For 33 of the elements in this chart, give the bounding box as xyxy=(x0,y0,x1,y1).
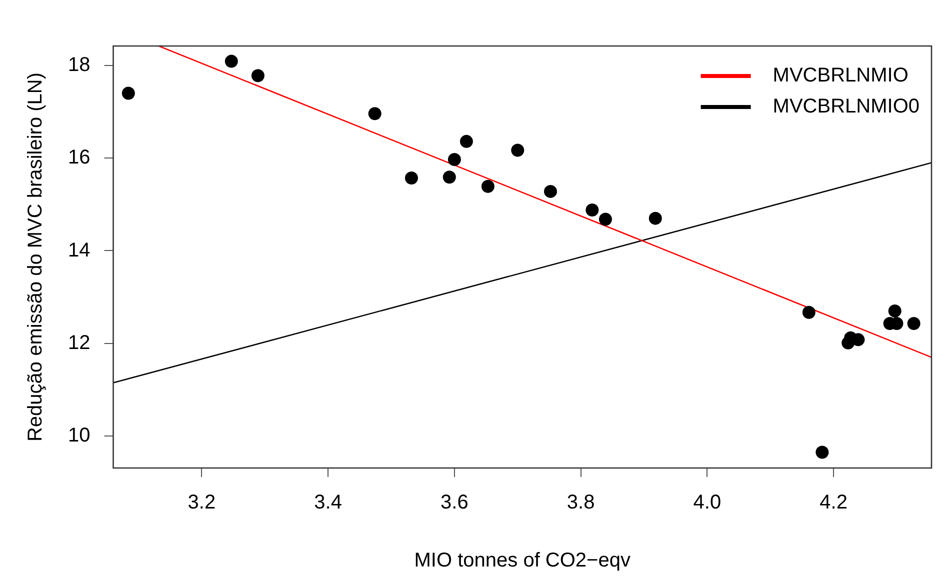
point xyxy=(598,212,612,226)
point xyxy=(481,180,494,193)
y-axis-title: Redução emissão do MVC brasileiro (LN) xyxy=(24,72,47,442)
point xyxy=(368,107,382,120)
point xyxy=(648,212,662,225)
point xyxy=(907,316,920,330)
point xyxy=(586,203,599,216)
x-tick-label: 3.6 xyxy=(440,492,468,514)
x-axis-title: MIO tonnes of CO2−eqv xyxy=(414,550,630,572)
point xyxy=(511,144,524,157)
point xyxy=(404,172,418,185)
point xyxy=(448,152,461,166)
x-tick-label: 4.2 xyxy=(820,492,848,514)
point xyxy=(122,86,135,100)
point xyxy=(442,170,456,184)
legend-label: MVCBRLNMIO xyxy=(772,64,908,87)
x-tick-label: 3.8 xyxy=(566,492,595,514)
x-tick-label: 3.4 xyxy=(314,492,342,514)
legend-label: MVCBRLNMIO0 xyxy=(772,96,920,118)
x-tick-label: 3.2 xyxy=(188,492,216,514)
point xyxy=(544,184,557,198)
point xyxy=(888,304,902,318)
point xyxy=(802,306,816,319)
y-tick-label: 12 xyxy=(68,332,90,354)
y-tick-label: 16 xyxy=(68,146,90,169)
point xyxy=(460,134,473,148)
y-tick-label: 14 xyxy=(68,239,90,262)
point xyxy=(251,69,264,82)
y-tick-label: 18 xyxy=(68,54,90,76)
x-tick-label: 4.0 xyxy=(693,492,722,514)
point xyxy=(816,446,829,459)
point xyxy=(224,54,238,68)
y-tick-label: 10 xyxy=(68,424,90,447)
